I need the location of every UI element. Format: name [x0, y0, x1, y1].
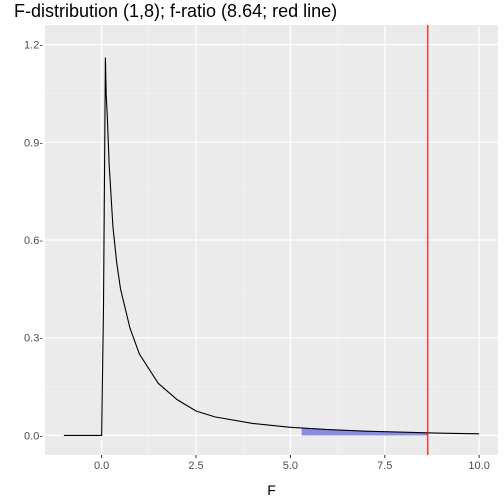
x-tick-label: 10.0 [468, 460, 489, 472]
y-tick-label: 0.3- [24, 333, 43, 345]
x-axis: 0.0 2.5 5.0 7.5 10.0 [94, 455, 490, 472]
y-tick-label: 0.9- [24, 137, 43, 149]
series-layer [63, 57, 480, 437]
y-tick-label: 0.0- [24, 430, 43, 442]
chart-title: F-distribution (1,8); f-ratio (8.64; red… [14, 1, 338, 21]
density-line [63, 57, 480, 437]
x-tick-label: 7.5 [377, 460, 392, 472]
x-tick-label: 0.0 [94, 460, 109, 472]
x-tick-label: 2.5 [188, 460, 203, 472]
grid-major [45, 25, 498, 455]
y-tick-label: 0.6- [24, 235, 43, 247]
y-axis: 0.0- 0.3- 0.6- 0.9- 1.2- [24, 40, 43, 443]
y-tick-label: 1.2- [24, 40, 43, 52]
x-axis-title: F [267, 482, 276, 498]
x-tick-label: 5.0 [283, 460, 298, 472]
